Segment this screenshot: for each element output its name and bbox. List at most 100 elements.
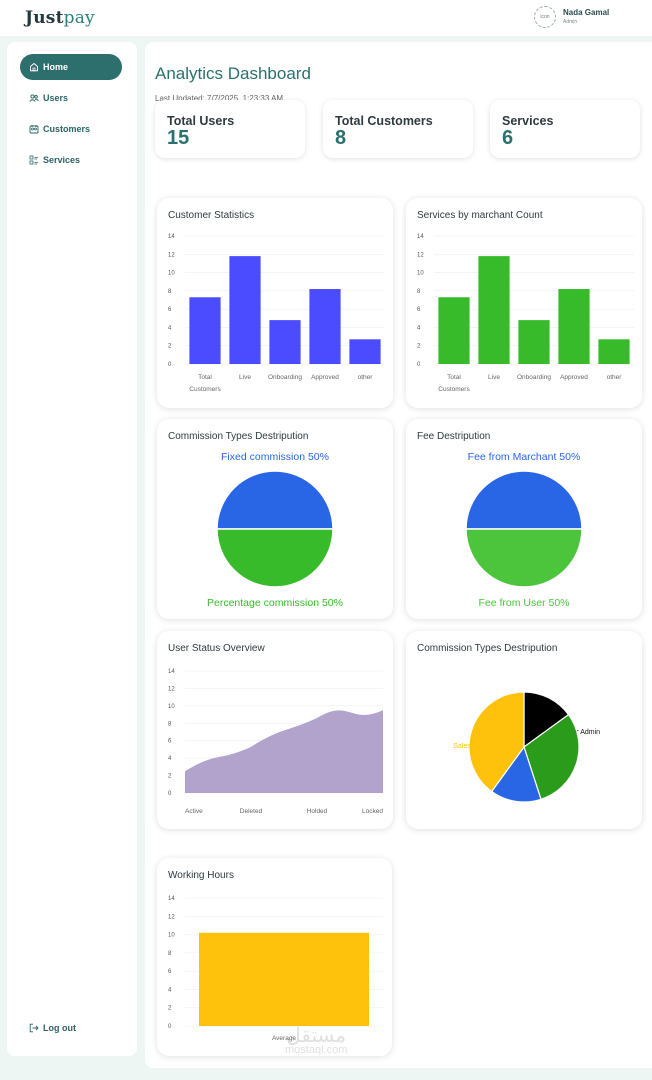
x-tick-label: Total Customers [189,374,221,393]
fee-distribution-card: Fee Destripution Fee from Marchant 50% Fee… [406,419,642,619]
sidebar-item-label: Customers [43,124,91,134]
y-tick-label: 8 [168,289,172,295]
y-tick-label: 12 [168,252,175,258]
y-tick-label: 8 [168,721,172,727]
x-tick-label: Deleted [240,808,263,815]
bar [199,932,369,1026]
sidebar-item-services[interactable]: Services [20,147,122,173]
slice-label: Percentage commission 50% [207,597,343,609]
chart-svg: Super Admin15%Financial 30%Operation 15%… [453,691,600,803]
x-tick-label: Average [272,1035,296,1042]
bar [438,297,470,364]
bar [309,289,341,364]
y-tick-label: 0 [168,362,172,368]
bar [598,339,630,364]
pie-slice [490,745,542,803]
chart-title: Fee Destripution [417,431,491,442]
stat-card-total-users: Total Users 15 [155,100,305,158]
slice-label: Sales 40% [453,743,486,750]
stat-card-total-customers: Total Customers 8 [323,100,473,158]
pie-slice [216,528,334,588]
y-tick-label: 10 [417,271,424,277]
working-hours-card: Working Hours 0 2 4 6 8 10 12 14 Average [157,858,392,1056]
y-tick-label: 12 [168,686,175,692]
watermark: مستقل mostaql.com [285,1023,348,1056]
y-tick-label: 2 [168,774,172,780]
user-status-card: User Status Overview 0 2 4 6 8 10 12 14 Active Del… [157,631,393,829]
bar [349,339,381,364]
logout-button[interactable]: Log out [20,1015,122,1041]
x-tick-label: Live [239,374,251,381]
commission-types-card: Commission Types Destripution Fixed commi… [157,419,393,619]
stat-value: 8 [335,127,347,149]
chart-title: Commission Types Destripution [168,431,309,442]
chart-svg: Fixed commission 50% Percentage commissio… [207,451,343,609]
pie-slice [523,691,570,749]
y-tick-label: 4 [417,325,421,331]
avatar[interactable]: icon [534,6,556,28]
sidebar-item-customers[interactable]: Customers [20,116,122,142]
chart-title: Customer Statistics [168,210,255,221]
y-tick-label: 10 [168,933,175,939]
customers-icon [29,125,39,134]
x-tick-label: Live [488,374,500,381]
bar [189,297,221,364]
x-tick-label: Approved [311,374,339,381]
bar [478,256,510,364]
sidebar-item-users[interactable]: Users [20,85,122,111]
bar [558,289,590,364]
home-icon [30,62,38,72]
y-tick-label: 0 [417,362,421,368]
x-tick-label: Total Customers [438,374,470,393]
pie-slice [216,470,334,530]
slice-label: Fixed commission 50% [221,451,329,463]
slice-label: Fee from User 50% [478,597,569,609]
user-role: Admin [563,19,578,25]
sidebar-item-label: Home [43,62,69,72]
y-tick-label: 12 [168,914,175,920]
services-icon [29,155,38,165]
y-tick-label: 4 [168,987,172,993]
stat-label: Total Customers [335,114,433,128]
sidebar-item-home[interactable]: Home [20,54,122,80]
x-tick-label: Active [185,808,203,815]
pie-slice [465,470,583,530]
x-tick-label: Holded [307,808,328,815]
page-title: Analytics Dashboard [155,64,311,83]
y-tick-label: 0 [168,1024,172,1030]
y-tick-label: 8 [417,289,421,295]
y-tick-label: 2 [168,344,172,350]
y-tick-label: 2 [417,344,421,350]
y-tick-label: 4 [168,756,172,762]
stat-label: Services [502,114,554,128]
chart-title: Services by marchant Count [417,210,543,221]
pie-slice [468,691,525,793]
x-tick-label: other [358,374,374,381]
stat-card-services: Services 6 [490,100,640,158]
y-tick-label: 14 [168,896,175,902]
y-tick-label: 6 [417,307,421,313]
pie-slice [523,713,580,801]
bar [269,320,301,364]
chart-title: Commission Types Destripution [417,643,558,654]
pie-slice [465,528,583,588]
chart-svg: 0 2 4 6 8 10 12 14 Total Customers Live Onboarding A… [417,234,634,393]
chart-title: Working Hours [168,870,234,881]
x-tick-label: Locked [362,808,383,815]
y-tick-label: 6 [168,307,172,313]
chart-svg: 0 2 4 6 8 10 12 14 Total Customers Live Onboarding A… [168,234,385,393]
brand-logo[interactable]: Justpay [25,8,95,28]
sidebar-item-label: Services [43,155,81,165]
stat-value: 6 [502,127,514,149]
y-tick-label: 10 [168,704,175,710]
x-tick-label: Approved [560,374,588,381]
sidebar-item-label: Users [43,93,69,103]
chart-svg: 0 2 4 6 8 10 12 14 Active Deleted Holded Locked [168,669,383,815]
chart-svg: 0 2 4 6 8 10 12 14 Average [168,896,383,1042]
x-tick-label: Onboarding [268,374,302,381]
y-tick-label: 14 [168,669,175,675]
x-tick-label: Onboarding [517,374,551,381]
users-icon [29,94,39,102]
logout-icon [29,1023,39,1033]
customer-statistics-card: Customer Statistics 0 2 4 6 8 10 12 14 Total Custo… [157,198,393,408]
